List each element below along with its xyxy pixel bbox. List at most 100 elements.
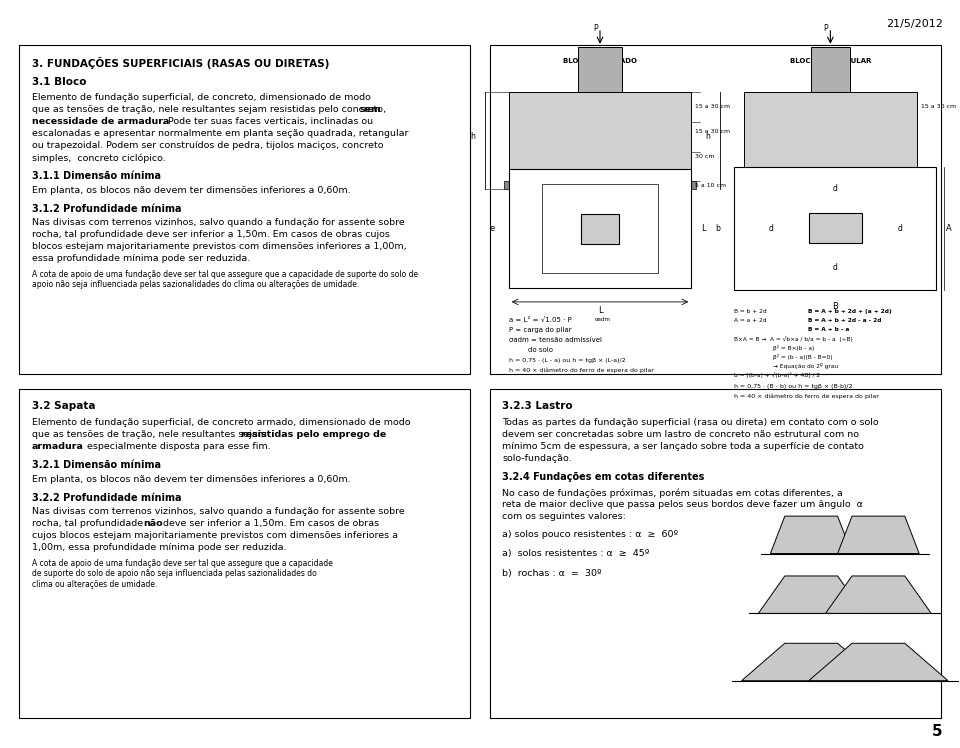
Text: Em planta, os blocos não devem ter dimensões inferiores a 0,60m.: Em planta, os blocos não devem ter dimen… — [32, 186, 350, 194]
Text: β ≥ 60°: β ≥ 60° — [744, 202, 768, 207]
Text: 3.2.3 Lastro: 3.2.3 Lastro — [502, 401, 573, 411]
Text: A cota de apoio de uma fundação deve ser tal que assegure que a capacidade de su: A cota de apoio de uma fundação deve ser… — [32, 270, 418, 279]
Text: apoio não seja influenciada pelas sazionalidades do clima ou alterações de umida: apoio não seja influenciada pelas sazion… — [32, 280, 359, 289]
Text: B = A + b - a: B = A + b - a — [802, 327, 849, 331]
Text: . Pode ter suas faces verticais, inclinadas ou: . Pode ter suas faces verticais, inclina… — [162, 117, 373, 126]
Text: BLOCO QUADRADO: BLOCO QUADRADO — [563, 58, 637, 64]
Bar — [509, 169, 691, 289]
Text: armadura: armadura — [32, 442, 84, 451]
Text: 3.2 Sapata: 3.2 Sapata — [32, 401, 95, 411]
Text: rocha, tal profundidade: rocha, tal profundidade — [32, 519, 146, 528]
Text: não: não — [143, 519, 162, 528]
Text: →  Concreto magro: → Concreto magro — [566, 202, 619, 207]
Text: P = carga do pilar: P = carga do pilar — [509, 328, 571, 334]
Text: 1,00m, essa profundidade mínima pode ser reduzida.: 1,00m, essa profundidade mínima pode ser… — [32, 543, 286, 552]
Text: rocha, tal profundidade deve ser inferior a 1,50m. Em casos de obras cujos: rocha, tal profundidade deve ser inferio… — [32, 230, 390, 239]
Text: P: P — [593, 24, 597, 33]
Bar — [734, 167, 936, 290]
Text: 21/5/2012: 21/5/2012 — [886, 19, 943, 28]
Bar — [581, 214, 619, 244]
Text: β² = (b - a)(B - B=0): β² = (b - a)(B - B=0) — [773, 354, 832, 360]
Text: L: L — [598, 307, 602, 316]
Text: B: B — [832, 302, 838, 311]
Text: d: d — [898, 224, 902, 233]
Bar — [578, 46, 622, 91]
Text: clima ou alterações de umidade.: clima ou alterações de umidade. — [32, 580, 157, 589]
Text: a) solos pouco resistentes : α  ≥  60º: a) solos pouco resistentes : α ≥ 60º — [502, 530, 678, 539]
Text: BLOCO RETANGULAR: BLOCO RETANGULAR — [790, 58, 871, 64]
Text: σadm = tensão admissível: σadm = tensão admissível — [509, 337, 602, 343]
Text: β² = B×(b - a): β² = B×(b - a) — [773, 345, 814, 351]
Text: blocos estejam majoritariamente previstos com dimensões inferiores a 1,00m,: blocos estejam majoritariamente previsto… — [32, 242, 406, 251]
Text: a = L² = √1.05 · P: a = L² = √1.05 · P — [509, 317, 571, 323]
Text: h = 40 × diâmetro do ferro de espera do pilar: h = 40 × diâmetro do ferro de espera do … — [509, 368, 654, 373]
Bar — [490, 45, 941, 374]
Text: deve ser inferior a 1,50m. Em casos de obras: deve ser inferior a 1,50m. Em casos de o… — [160, 519, 379, 528]
Polygon shape — [837, 516, 920, 554]
Text: Elemento de fundação superficial, de concreto, dimensionado de modo: Elemento de fundação superficial, de con… — [32, 94, 371, 102]
Text: β ≥ 60°: β ≥ 60° — [509, 202, 533, 207]
Text: h = 0,75 · (L - a) ou h = tgβ × (L-a)/2: h = 0,75 · (L - a) ou h = tgβ × (L-a)/2 — [509, 358, 625, 363]
Text: σadm: σadm — [595, 317, 612, 322]
Polygon shape — [826, 576, 931, 613]
Text: escalonadas e apresentar normalmente em planta seção quadrada, retangular: escalonadas e apresentar normalmente em … — [32, 129, 408, 138]
Text: d: d — [768, 224, 773, 233]
Text: simples,  concreto ciclópico.: simples, concreto ciclópico. — [32, 153, 165, 162]
Text: No caso de fundações próximas, porém situadas em cotas diferentes, a: No caso de fundações próximas, porém sit… — [502, 488, 843, 498]
Text: a)  solos resistentes : α  ≥  45º: a) solos resistentes : α ≥ 45º — [502, 549, 650, 558]
Text: b = [(b-a) + √(b-a)² + 4B] / 2: b = [(b-a) + √(b-a)² + 4B] / 2 — [734, 372, 821, 378]
Text: 5 a 10 cm: 5 a 10 cm — [695, 183, 726, 188]
Text: Elemento de fundação superficial, de concreto armado, dimensionado de modo: Elemento de fundação superficial, de con… — [32, 418, 410, 427]
Text: 3.2.4 Fundações em cotas diferentes: 3.2.4 Fundações em cotas diferentes — [502, 472, 705, 482]
Text: 5: 5 — [932, 724, 943, 739]
Text: essa profundidade mínima pode ser reduzida.: essa profundidade mínima pode ser reduzi… — [32, 254, 250, 263]
Text: A = a + 2d: A = a + 2d — [734, 318, 767, 322]
Text: ou trapezoidal. Podem ser construídos de pedra, tijolos maciços, concreto: ou trapezoidal. Podem ser construídos de… — [32, 141, 383, 150]
Text: Em planta, os blocos não devem ter dimensões inferiores a 0,60m.: Em planta, os blocos não devem ter dimen… — [32, 475, 350, 484]
Text: 15 a 30 cm: 15 a 30 cm — [695, 104, 731, 109]
Bar — [811, 46, 850, 91]
Text: h: h — [470, 132, 475, 141]
Text: com os seguintes valores:: com os seguintes valores: — [502, 512, 626, 521]
Text: h = 0,75 · (B - b) ou h = tgβ × (B-b)/2: h = 0,75 · (B - b) ou h = tgβ × (B-b)/2 — [734, 384, 852, 388]
Text: reta de maior declive que passa pelos seus bordos deve fazer um ângulo  α: reta de maior declive que passa pelos se… — [502, 500, 863, 509]
Text: 15 a 30 cm: 15 a 30 cm — [695, 129, 731, 135]
Bar — [509, 91, 691, 181]
Text: mínimo 5cm de espessura, a ser lançado sobre toda a superfície de contato: mínimo 5cm de espessura, a ser lançado s… — [502, 442, 864, 451]
Text: B = A + b + 2d - a - 2d: B = A + b + 2d - a - 2d — [802, 318, 881, 322]
Text: ( traço 1:4:8 ): ( traço 1:4:8 ) — [566, 212, 613, 217]
Text: →  Concreto magro: → Concreto magro — [797, 202, 850, 207]
Text: 3.2.2 Profundidade mínima: 3.2.2 Profundidade mínima — [32, 493, 181, 503]
Polygon shape — [808, 643, 948, 681]
Text: cujos blocos estejam majoritariamente previstos com dimensões inferiores a: cujos blocos estejam majoritariamente pr… — [32, 531, 397, 540]
Bar — [490, 389, 941, 718]
Text: B = b + 2d: B = b + 2d — [734, 309, 767, 313]
Text: sem: sem — [360, 105, 382, 114]
Text: 3.1 Bloco: 3.1 Bloco — [32, 77, 86, 88]
Text: 15 a 30 cm: 15 a 30 cm — [921, 104, 956, 109]
Text: especialmente disposta para esse fim.: especialmente disposta para esse fim. — [84, 442, 270, 451]
Bar — [744, 91, 917, 181]
Bar — [504, 181, 696, 188]
Text: A: A — [946, 224, 951, 233]
Text: que as tensões de tração, nele resultantes sejam resistidas pelo concreto,: que as tensões de tração, nele resultant… — [32, 105, 389, 114]
Bar — [19, 45, 470, 374]
Text: solo-fundação.: solo-fundação. — [502, 454, 572, 463]
Text: B×A = B →  A = √b×a / b/a = b - a  (÷B): B×A = B → A = √b×a / b/a = b - a (÷B) — [734, 336, 853, 342]
Text: Nas divisas com terrenos vizinhos, salvo quando a fundação for assente sobre: Nas divisas com terrenos vizinhos, salvo… — [32, 507, 404, 516]
Text: 30 cm: 30 cm — [695, 153, 714, 159]
Text: Todas as partes da fundação superficial (rasa ou direta) em contato com o solo: Todas as partes da fundação superficial … — [502, 418, 878, 427]
Text: 5 a 10 cm: 5 a 10 cm — [901, 183, 932, 188]
Text: b: b — [715, 224, 720, 233]
Text: devem ser concretadas sobre um lastro de concreto não estrutural com no: devem ser concretadas sobre um lastro de… — [502, 430, 859, 439]
Polygon shape — [770, 516, 852, 554]
Text: d: d — [832, 184, 838, 194]
Bar — [542, 185, 658, 273]
Text: que as tensões de tração, nele resultantes sejam: que as tensões de tração, nele resultant… — [32, 430, 270, 439]
Text: h: h — [706, 132, 710, 141]
Text: necessidade de armadura: necessidade de armadura — [32, 117, 169, 126]
Bar — [19, 389, 470, 718]
Text: A cota de apoio de uma fundação deve ser tal que assegure que a capacidade: A cota de apoio de uma fundação deve ser… — [32, 559, 332, 568]
Text: ( traço 1:4:8 ): ( traço 1:4:8 ) — [797, 212, 844, 217]
Text: 3.2.1 Dimensão mínima: 3.2.1 Dimensão mínima — [32, 460, 160, 470]
